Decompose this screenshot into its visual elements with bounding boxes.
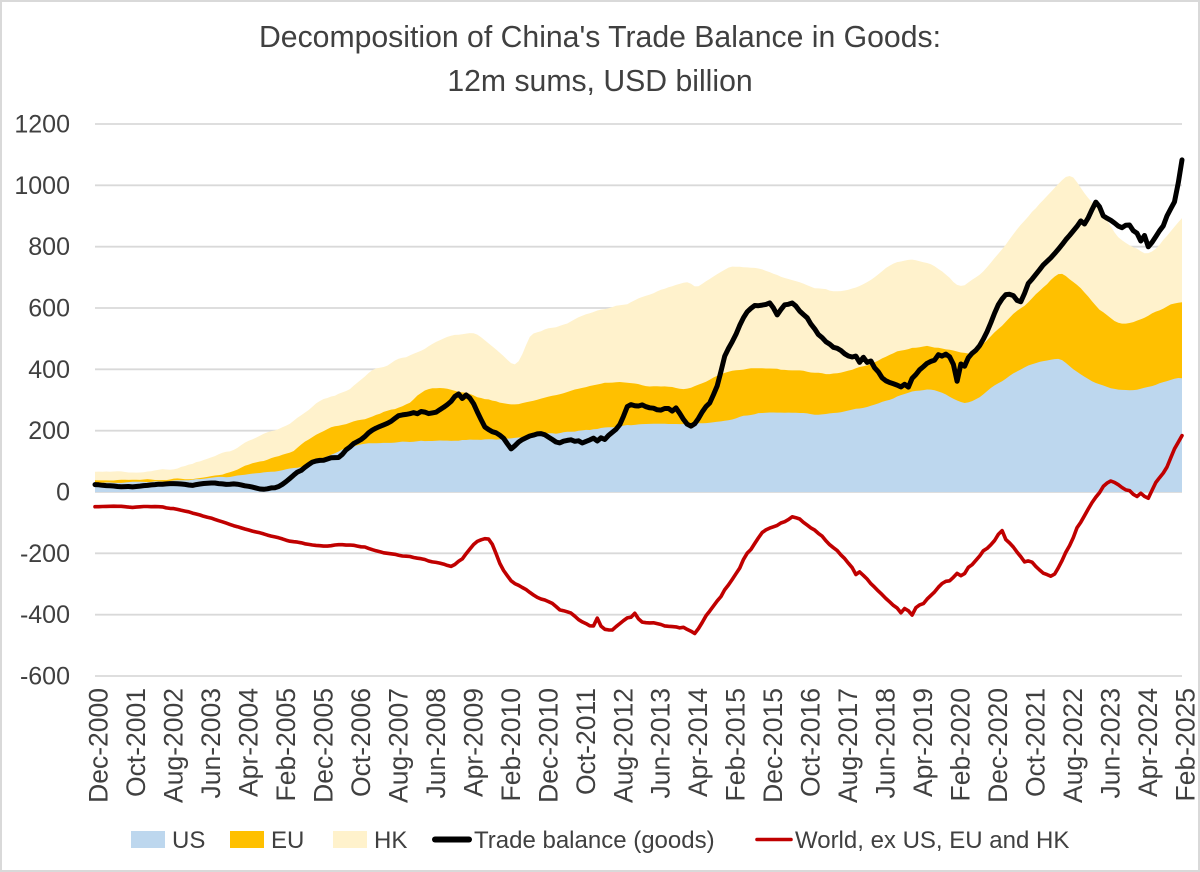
svg-text:-600: -600	[20, 663, 70, 691]
svg-text:Feb-2010: Feb-2010	[496, 688, 526, 801]
svg-text:Jun-2018: Jun-2018	[871, 688, 901, 799]
svg-text:Feb-2025: Feb-2025	[1171, 688, 1200, 801]
svg-text:Dec-2020: Dec-2020	[983, 688, 1013, 803]
svg-text:Oct-2001: Oct-2001	[121, 688, 151, 797]
svg-text:Jun-2013: Jun-2013	[646, 688, 676, 799]
svg-text:400: 400	[28, 356, 70, 384]
svg-text:0: 0	[56, 479, 70, 507]
svg-text:Feb-2005: Feb-2005	[271, 688, 301, 801]
svg-text:EU: EU	[271, 827, 304, 854]
svg-text:Jun-2003: Jun-2003	[196, 688, 226, 799]
svg-text:Apr-2019: Apr-2019	[908, 688, 938, 797]
svg-text:Decomposition of China's Trade: Decomposition of China's Trade Balance i…	[259, 21, 941, 54]
svg-text:600: 600	[28, 295, 70, 323]
svg-text:Dec-2005: Dec-2005	[308, 688, 338, 803]
svg-text:Feb-2020: Feb-2020	[946, 688, 976, 801]
svg-text:-200: -200	[20, 540, 70, 568]
svg-text:Aug-2017: Aug-2017	[833, 688, 863, 803]
svg-text:HK: HK	[374, 827, 407, 854]
svg-text:Aug-2007: Aug-2007	[383, 688, 413, 803]
svg-text:Oct-2006: Oct-2006	[346, 688, 376, 797]
svg-text:-400: -400	[20, 601, 70, 629]
svg-text:Jun-2008: Jun-2008	[421, 688, 451, 799]
svg-text:Apr-2009: Apr-2009	[458, 688, 488, 797]
svg-text:Oct-2021: Oct-2021	[1021, 688, 1051, 797]
svg-text:US: US	[172, 827, 205, 854]
svg-text:800: 800	[28, 233, 70, 261]
svg-text:Apr-2024: Apr-2024	[1133, 688, 1163, 797]
svg-text:Dec-2000: Dec-2000	[84, 688, 114, 803]
svg-text:Aug-2002: Aug-2002	[159, 688, 189, 803]
svg-text:Dec-2015: Dec-2015	[758, 688, 788, 803]
svg-text:12m sums, USD billion: 12m sums, USD billion	[447, 65, 752, 98]
svg-text:Oct-2011: Oct-2011	[571, 688, 601, 795]
svg-text:Dec-2010: Dec-2010	[533, 688, 563, 803]
svg-text:World, ex US, EU and HK: World, ex US, EU and HK	[795, 827, 1069, 854]
svg-text:Feb-2015: Feb-2015	[721, 688, 751, 801]
svg-text:Aug-2012: Aug-2012	[608, 688, 638, 803]
svg-text:1200: 1200	[14, 111, 70, 139]
svg-text:Aug-2022: Aug-2022	[1058, 688, 1088, 803]
svg-text:Oct-2016: Oct-2016	[796, 688, 826, 797]
svg-text:1000: 1000	[14, 172, 70, 200]
svg-text:Apr-2014: Apr-2014	[683, 688, 713, 797]
svg-text:Trade balance (goods): Trade balance (goods)	[474, 827, 715, 854]
svg-text:200: 200	[28, 417, 70, 445]
svg-text:Apr-2004: Apr-2004	[233, 688, 263, 797]
svg-text:Jun-2023: Jun-2023	[1096, 688, 1126, 799]
